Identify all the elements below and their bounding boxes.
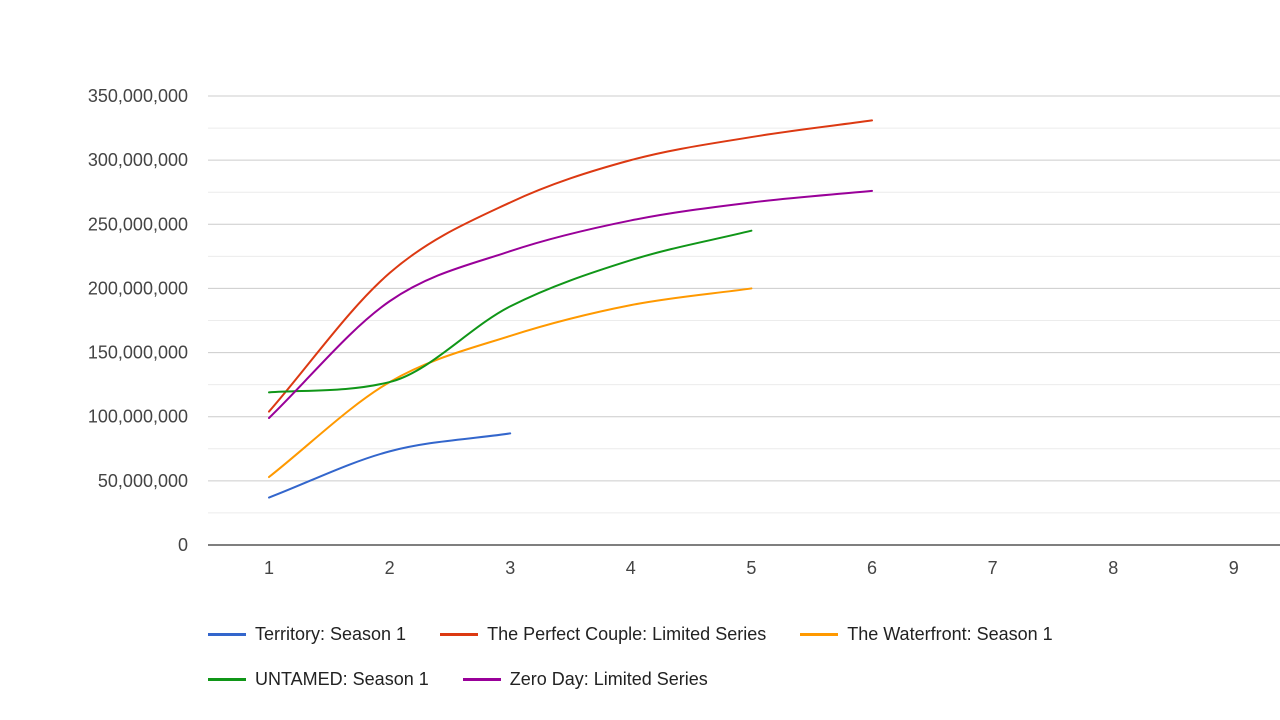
legend-row: Territory: Season 1 The Perfect Couple: L…	[208, 612, 1268, 657]
y-tick-label: 350,000,000	[88, 86, 188, 106]
x-tick-label: 3	[505, 558, 515, 578]
series-line-4	[268, 229, 753, 394]
legend-item[interactable]: UNTAMED: Season 1	[208, 669, 429, 690]
legend-item[interactable]: Territory: Season 1	[208, 624, 406, 645]
y-tick-label: 0	[178, 535, 188, 555]
legend-label: Territory: Season 1	[255, 624, 407, 644]
x-tick-label: 6	[867, 558, 877, 578]
legend-swatch	[208, 678, 246, 681]
legend-label: UNTAMED: Season 1	[255, 669, 429, 689]
legend-swatch	[440, 633, 479, 636]
x-tick-label: 7	[988, 558, 998, 578]
y-tick-label: 250,000,000	[88, 214, 188, 234]
legend-label: Zero Day: Limited Series	[509, 669, 708, 689]
legend-swatch	[208, 633, 246, 636]
series-line-2	[268, 119, 873, 413]
legend: Territory: Season 1 The Perfect Couple: L…	[208, 612, 1268, 702]
series-line-5	[268, 189, 873, 419]
y-tick-label: 50,000,000	[98, 471, 188, 491]
x-tick-label: 2	[385, 558, 395, 578]
y-tick-label: 150,000,000	[88, 343, 188, 363]
x-tick-label: 9	[1229, 558, 1239, 578]
legend-swatch	[462, 678, 501, 681]
x-tick-label: 1	[264, 558, 274, 578]
legend-item[interactable]: Zero Day: Limited Series	[462, 669, 708, 690]
legend-row: UNTAMED: Season 1 Zero Day: Limited Serie…	[208, 657, 1268, 702]
x-tick-label: 4	[626, 558, 636, 578]
series-line-1	[268, 432, 512, 499]
x-tick-label: 8	[1108, 558, 1118, 578]
legend-label: The Waterfront: Season 1	[847, 624, 1053, 644]
legend-swatch	[800, 633, 839, 636]
y-tick-label: 100,000,000	[88, 407, 188, 427]
x-tick-label: 5	[746, 558, 756, 578]
legend-item[interactable]: The Waterfront: Season 1	[800, 624, 1053, 645]
series-line-3	[268, 287, 753, 479]
legend-item[interactable]: The Perfect Couple: Limited Series	[440, 624, 766, 645]
y-tick-label: 300,000,000	[88, 150, 188, 170]
legend-label: The Perfect Couple: Limited Series	[487, 624, 767, 644]
y-tick-label: 200,000,000	[88, 278, 188, 298]
